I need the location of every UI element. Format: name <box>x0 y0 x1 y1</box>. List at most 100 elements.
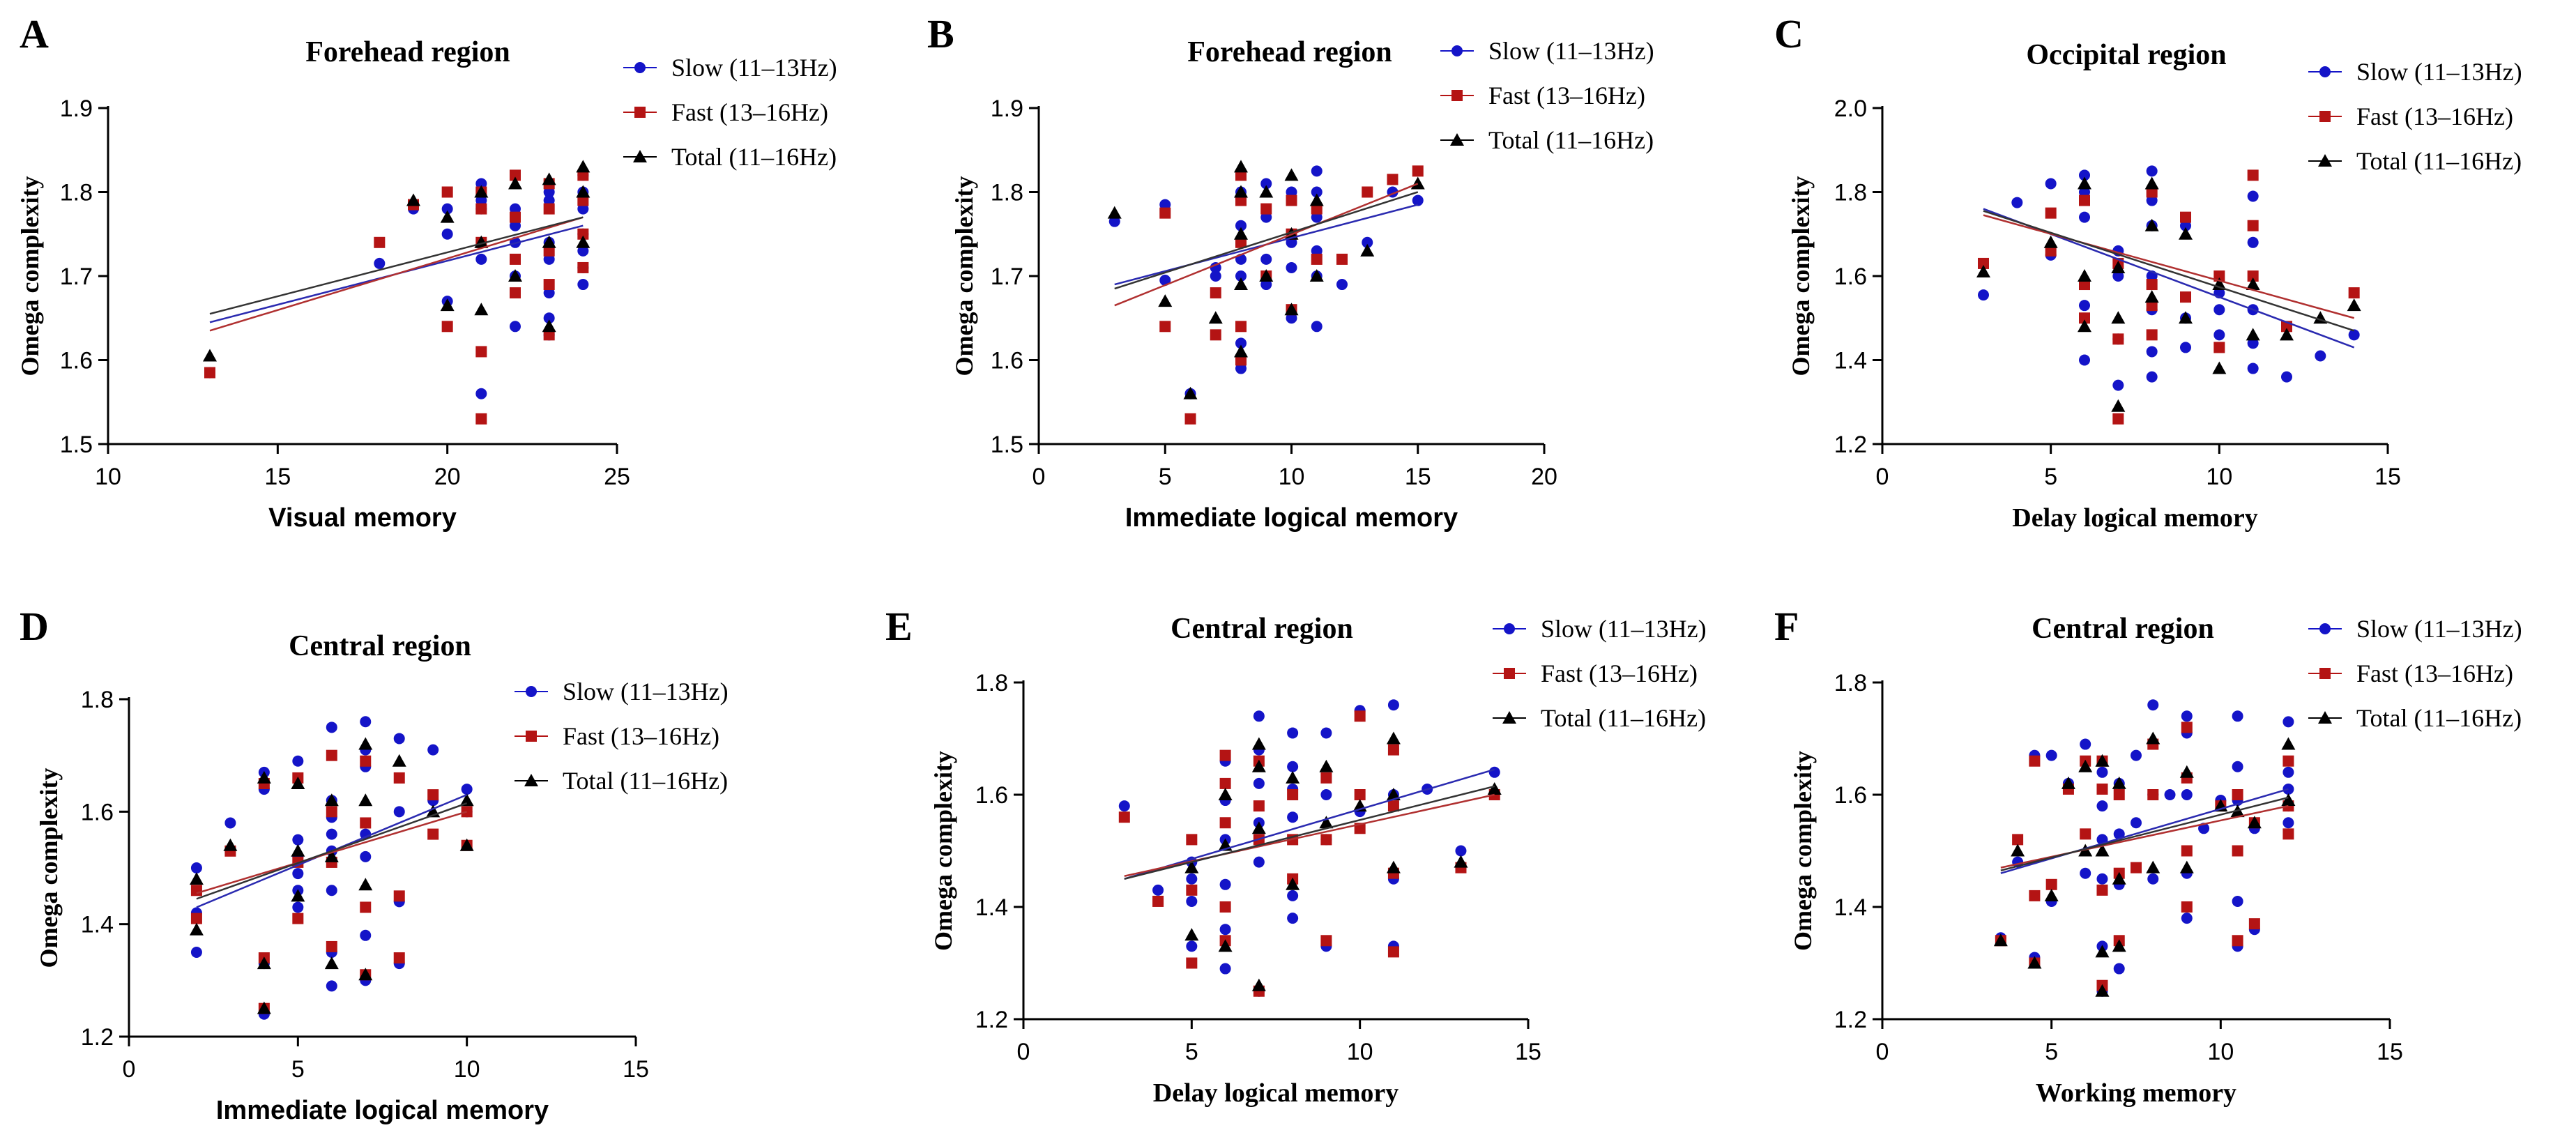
slow-point <box>577 245 589 257</box>
x-tick-label: 15 <box>1405 464 1431 490</box>
slow-point <box>1260 178 1272 190</box>
fast-point <box>2146 186 2158 198</box>
y-tick-label: 1.2 <box>81 1024 114 1051</box>
slow-point <box>292 834 304 846</box>
total-point <box>257 1001 271 1014</box>
fast-point <box>1235 169 1247 181</box>
total-point <box>1360 243 1375 257</box>
fast-point <box>2247 169 2259 181</box>
fast-point <box>2146 279 2158 291</box>
total-point <box>1976 264 1990 277</box>
total-point <box>1319 816 1334 829</box>
total-point <box>2112 776 2126 789</box>
fast-point <box>2146 300 2158 312</box>
slow-point <box>2045 178 2057 190</box>
total-point <box>2247 816 2262 829</box>
fast-point <box>2045 207 2057 219</box>
slow-point <box>2180 220 2191 231</box>
total-point <box>2095 945 2110 958</box>
fast-point <box>2232 789 2243 800</box>
legend-slow-label: Slow (11–13Hz) <box>2356 58 2522 86</box>
slow-point <box>1978 289 1989 301</box>
total-point <box>1284 168 1299 181</box>
fast-point <box>2147 789 2159 800</box>
series-total <box>189 737 474 1014</box>
total-point <box>2112 939 2126 952</box>
y-tick-label: 1.4 <box>1834 348 1867 374</box>
legend-total-label: Total (11–16Hz) <box>563 767 728 795</box>
slow-point <box>1253 710 1265 722</box>
total-point <box>1386 731 1401 745</box>
fast-point <box>1320 834 1332 846</box>
slow-point <box>1311 211 1323 223</box>
chart-title: Central region <box>2032 613 2214 645</box>
x-tick-label: 10 <box>95 464 121 490</box>
slow-point <box>190 947 202 958</box>
fast-point <box>2096 884 2108 896</box>
y-axis-label: Omega complexity <box>1789 751 1817 951</box>
fast-point <box>1320 772 1332 784</box>
legend-fast-marker <box>1451 90 1463 101</box>
x-tick-label: 5 <box>1159 464 1172 490</box>
fast-point <box>1412 165 1424 177</box>
slow-point <box>1362 236 1373 248</box>
slow-point <box>2282 817 2294 829</box>
legend-total-label: Total (11–16Hz) <box>1488 126 1654 154</box>
x-tick-label: 15 <box>2375 464 2401 490</box>
fast-point <box>1387 174 1398 185</box>
chart-title: Forehead region <box>1187 36 1392 68</box>
total-point <box>2179 311 2193 324</box>
slow-point <box>2315 350 2326 362</box>
total-point <box>2144 218 2159 231</box>
panel-A: A Forehead region 10 15 20 25 1.5 1.6 1.7 1.8 1.9 V… <box>16 11 837 533</box>
fast-point <box>1186 884 1198 896</box>
slow-point <box>326 828 337 840</box>
fast-point <box>475 413 487 425</box>
slow-point <box>1311 321 1323 333</box>
slow-point <box>2348 329 2360 341</box>
slow-point <box>2282 766 2294 778</box>
fast-point <box>1387 946 1399 958</box>
total-point <box>1234 277 1248 291</box>
slow-point <box>1235 337 1247 349</box>
total-point <box>1487 781 1502 795</box>
y-tick-label: 1.8 <box>975 670 1008 696</box>
total-point <box>2179 860 2194 873</box>
legend-total-marker <box>1502 711 1516 724</box>
y-tick-label: 2.0 <box>1834 96 1867 122</box>
x-tick-label: 15 <box>264 464 291 490</box>
slow-point <box>1286 236 1297 248</box>
slow-point <box>1320 727 1332 739</box>
legend: Slow (11–13Hz) Fast (13–16Hz) Total (11–16… <box>623 54 837 171</box>
slow-point <box>2232 761 2243 772</box>
total-point <box>1251 821 1266 834</box>
fast-regression-line <box>2000 804 2289 869</box>
panel-letter: F <box>1774 604 1799 649</box>
y-tick-label: 1.9 <box>60 96 93 122</box>
fast-point <box>510 169 521 181</box>
fast-point <box>2282 755 2294 767</box>
y-axis-label: Omega complexity <box>950 176 978 376</box>
total-point <box>576 235 590 248</box>
total-point <box>508 176 522 190</box>
slow-point <box>1286 186 1297 198</box>
slow-point <box>510 220 521 231</box>
slow-point <box>2232 895 2243 907</box>
slow-point <box>1260 211 1272 223</box>
total-point <box>2246 328 2260 341</box>
x-axis-label: Immediate logical memory <box>1125 503 1458 533</box>
y-tick-label: 1.2 <box>975 1007 1008 1033</box>
slow-point <box>2080 738 2091 750</box>
slow-point <box>190 862 202 873</box>
slow-point <box>2247 236 2259 248</box>
slow-point <box>1219 963 1231 975</box>
fast-point <box>2079 279 2090 291</box>
total-point <box>508 269 522 282</box>
x-tick-label: 20 <box>434 464 461 490</box>
total-point <box>2179 765 2194 778</box>
y-axis-label: Omega complexity <box>1787 176 1815 376</box>
total-point <box>440 210 455 223</box>
legend: Slow (11–13Hz) Fast (13–16Hz) Total (11–16… <box>1440 37 1654 154</box>
slow-point <box>1219 878 1231 890</box>
fast-point <box>543 329 555 341</box>
